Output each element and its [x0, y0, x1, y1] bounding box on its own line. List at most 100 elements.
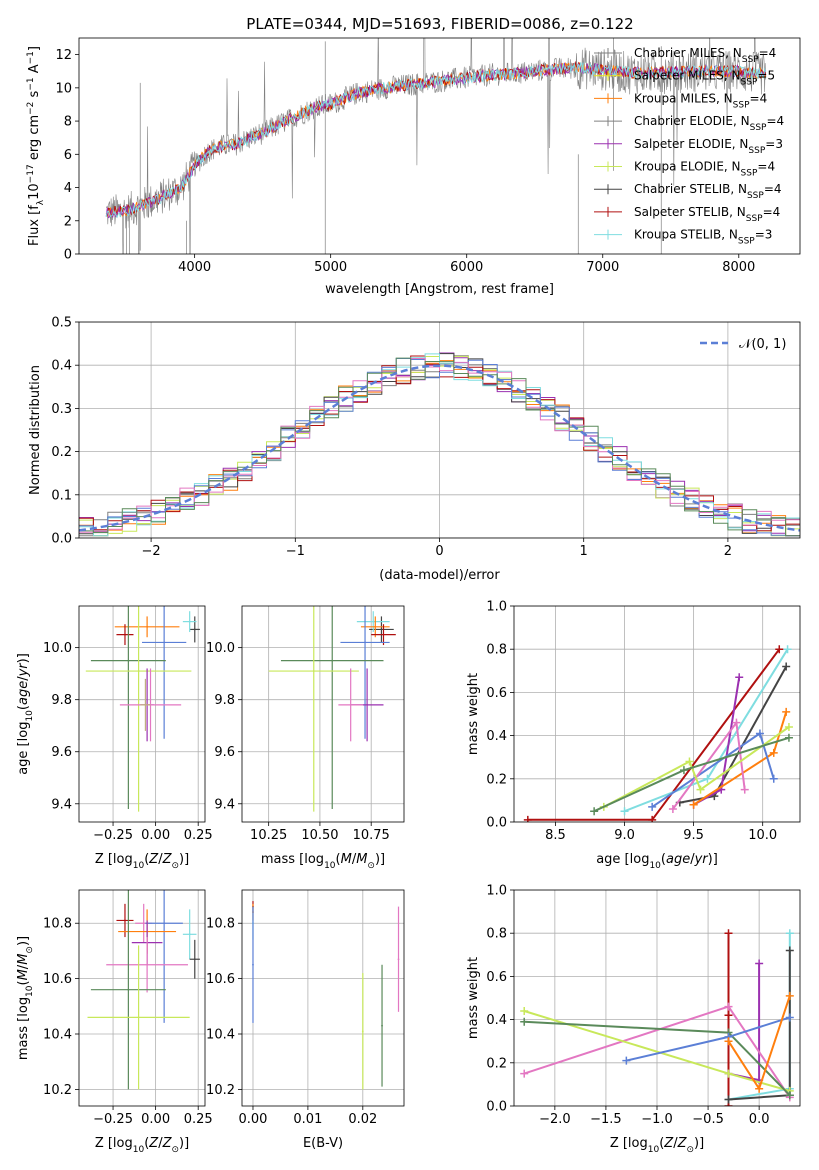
label-part: 10 — [324, 861, 336, 871]
weight-marker — [520, 1069, 529, 1078]
label-part: M — [356, 852, 367, 867]
axes-frame — [78, 889, 206, 1107]
y-tick-label: 0.2 — [486, 772, 507, 787]
weight-marker — [755, 959, 764, 968]
weight-marker — [785, 991, 794, 1000]
label-part: =3 — [755, 228, 773, 242]
x-tick-label: −2 — [142, 544, 161, 559]
label-part: erg cm — [27, 115, 42, 164]
label-part: SSP — [741, 169, 758, 179]
y-tick-label: 10.0 — [43, 641, 72, 656]
label-part: age [log — [596, 852, 649, 867]
y-tick-label: 0.8 — [486, 643, 507, 658]
data-point — [137, 670, 140, 672]
x-tick-label: 9.5 — [683, 828, 704, 843]
y-axis-label: Flux [fλ10−17 erg cm−2 s−1 A−1] — [26, 46, 46, 246]
x-tick-label: −2.0 — [539, 1112, 571, 1127]
legend-label: Chabrier ELODIE, NSSP=4 — [634, 114, 784, 133]
label-part: mass [log — [16, 997, 31, 1060]
weight-marker — [785, 1013, 794, 1022]
weight-marker — [769, 748, 778, 757]
weight-marker — [724, 1069, 733, 1078]
y-tick-label: 0.6 — [486, 970, 507, 985]
axes-frame — [78, 605, 206, 823]
label-part: =3 — [765, 137, 783, 151]
label-part: Salpeter ELODIE, N — [634, 137, 748, 151]
label-part: Salpeter MILES, N — [634, 69, 741, 83]
axes-frame — [78, 37, 801, 255]
data-point — [124, 633, 126, 636]
weight-marker — [590, 807, 599, 816]
label-part: Chabrier STELIB, N — [634, 182, 747, 196]
x-tick-label: −0.25 — [93, 828, 133, 843]
x-axis-label: mass [log10(M/M⊙)] — [261, 852, 385, 871]
x-tick-label: 10.0 — [748, 828, 777, 843]
y-tick-label: 9.4 — [51, 797, 72, 812]
x-tick-label: 7000 — [586, 260, 619, 275]
y-tick-label: 0.5 — [51, 316, 72, 331]
weight-marker — [769, 774, 778, 783]
data-point — [188, 620, 191, 623]
y-tick-label: 0.3 — [51, 402, 72, 417]
label-part: age — [16, 681, 31, 705]
label-part: Z — [162, 1136, 173, 1151]
y-tick-label: 10.2 — [206, 1083, 235, 1098]
label-part: SSP — [748, 146, 765, 156]
weight-marker — [685, 757, 694, 766]
label-part: ( — [144, 1136, 149, 1151]
legend-label: 𝒩(0, 1) — [739, 337, 786, 352]
plot-area — [514, 890, 800, 1106]
panel-mass_weight_vs_age: 8.5 9.0 9.5 10.0 0.0 0.2 0.4 0.6 0.8 1.0 age [log1… — [466, 600, 801, 871]
x-tick-label: 0.00 — [141, 1112, 170, 1127]
label-part: E(B-V) — [303, 1136, 343, 1151]
y-tick-label: 8 — [64, 115, 72, 130]
data-point — [397, 958, 400, 961]
label-part: ⊙ — [367, 861, 375, 871]
label-part: =4 — [766, 114, 784, 128]
data-point — [372, 620, 375, 623]
label-part: / — [158, 1136, 163, 1151]
weight-marker — [784, 733, 793, 742]
x-axis-label: E(B-V) — [303, 1136, 343, 1151]
weight-marker — [648, 815, 657, 822]
axes-frame — [241, 889, 405, 1107]
y-tick-label: 9.6 — [214, 745, 235, 760]
label-part: 10 — [25, 710, 35, 722]
y-tick-label: 0.4 — [486, 1013, 507, 1028]
y-tick-label: 0.2 — [486, 1056, 507, 1071]
label-part: yr — [16, 662, 31, 678]
y-tick-label: 10.4 — [43, 1028, 72, 1043]
y-tick-label: 10.8 — [206, 917, 235, 932]
weight-marker — [784, 722, 793, 731]
x-axis-label: (data-model)/error — [379, 568, 500, 583]
y-tick-label: 10 — [55, 81, 72, 96]
label-part: =4 — [750, 91, 768, 105]
y-tick-label: 1.0 — [486, 884, 507, 899]
label-part: =5 — [757, 69, 775, 83]
legend-label: Salpeter STELIB, NSSP=4 — [634, 205, 780, 224]
y-tick-label: 10.2 — [43, 1083, 72, 1098]
label-part: s — [27, 90, 42, 101]
label-part: )] — [179, 852, 189, 867]
axes-frame — [513, 605, 801, 823]
label-part: =4 — [763, 205, 781, 219]
label-part: Z — [677, 1136, 688, 1151]
x-tick-label: 10.25 — [250, 828, 287, 843]
label-part: 10 — [648, 1145, 660, 1155]
plot-area — [105, 38, 767, 254]
residual-histogram — [79, 358, 800, 537]
data-point — [193, 628, 196, 631]
label-part: / — [16, 964, 31, 969]
y-tick-label: 10.0 — [206, 641, 235, 656]
label-part: yr — [694, 852, 710, 867]
label-part: )] — [375, 852, 385, 867]
y-tick-label: 10.6 — [43, 972, 72, 987]
y-tick-label: 2 — [64, 214, 72, 229]
data-point — [381, 1024, 383, 1027]
weight-marker — [785, 1091, 794, 1100]
label-part: Kroupa STELIB, N — [634, 228, 738, 242]
x-tick-label: 2 — [724, 544, 732, 559]
label-part: SSP — [746, 214, 763, 224]
weight-series-line — [679, 666, 788, 804]
weight-marker — [755, 729, 764, 738]
